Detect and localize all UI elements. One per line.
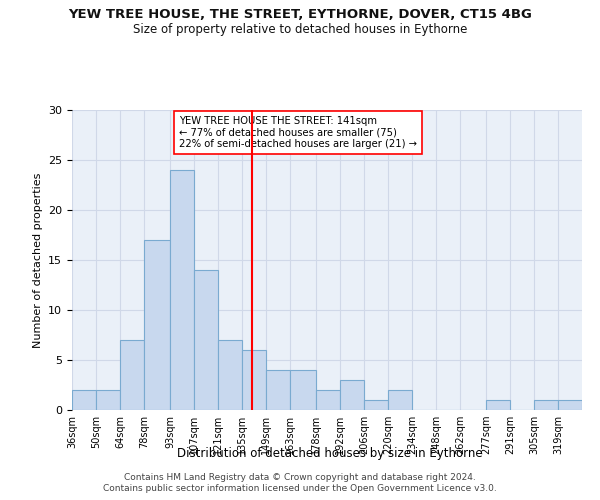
Text: Size of property relative to detached houses in Eythorne: Size of property relative to detached ho… — [133, 22, 467, 36]
Bar — [144, 240, 170, 410]
Bar — [290, 370, 316, 410]
Bar — [194, 270, 218, 410]
Bar — [534, 400, 558, 410]
Bar — [170, 170, 194, 410]
Text: YEW TREE HOUSE, THE STREET, EYTHORNE, DOVER, CT15 4BG: YEW TREE HOUSE, THE STREET, EYTHORNE, DO… — [68, 8, 532, 20]
Bar — [558, 400, 582, 410]
Text: Distribution of detached houses by size in Eythorne: Distribution of detached houses by size … — [177, 448, 483, 460]
Bar — [218, 340, 242, 410]
Bar — [340, 380, 364, 410]
Text: YEW TREE HOUSE THE STREET: 141sqm
← 77% of detached houses are smaller (75)
22% : YEW TREE HOUSE THE STREET: 141sqm ← 77% … — [179, 116, 417, 149]
Bar — [266, 370, 290, 410]
Bar — [316, 390, 340, 410]
Bar — [120, 340, 144, 410]
Bar — [388, 390, 412, 410]
Bar — [364, 400, 388, 410]
Y-axis label: Number of detached properties: Number of detached properties — [32, 172, 43, 348]
Text: Contains HM Land Registry data © Crown copyright and database right 2024.: Contains HM Land Registry data © Crown c… — [124, 472, 476, 482]
Bar — [486, 400, 510, 410]
Bar — [96, 390, 120, 410]
Bar — [72, 390, 96, 410]
Text: Contains public sector information licensed under the Open Government Licence v3: Contains public sector information licen… — [103, 484, 497, 493]
Bar — [242, 350, 266, 410]
